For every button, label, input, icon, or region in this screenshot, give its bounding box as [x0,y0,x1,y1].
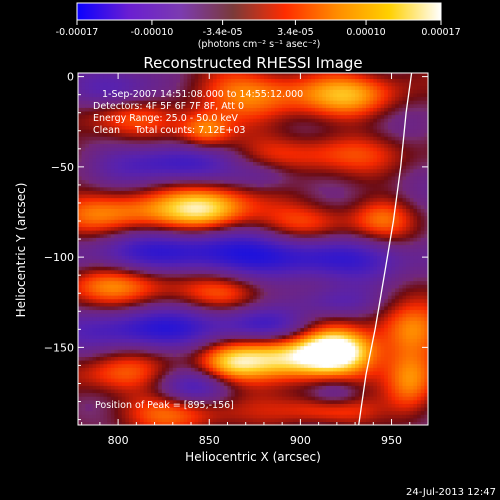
colorbar-tick-label: -0.00017 [56,27,99,38]
energy-range-label: Energy Range: 25.0 - 50.0 keV [93,113,238,124]
x-tick-label: 950 [381,434,402,447]
x-tick-label: 900 [290,434,311,447]
axis-ticks: 800 850 900 950 0 −50 −100 −150 [44,71,428,447]
colorbar-tick-label: 3.4e-05 [277,27,313,38]
y-tick-label: −50 [51,161,74,174]
x-tick-label: 800 [108,434,129,447]
plot-frame [77,72,429,426]
peak-position-label: Position of Peak = [895,-156] [95,400,234,411]
clean-counts-label: Clean Total counts: 7.12E+03 [93,125,245,136]
y-axis-label: Heliocentric Y (arcsec) [14,183,28,318]
chart-title: Reconstructed RHESSI Image [143,54,362,72]
generation-timestamp: 24-Jul-2013 12:47 [406,487,496,498]
observation-info: 1-Sep-2007 14:51:08.000 to 14:55:12.000 … [93,89,303,411]
colorbar-ticks: -0.00017 -0.00010 -3.4e-05 3.4e-05 0.00010 0.… [56,20,461,38]
colorbar-tick-label: 0.00017 [421,27,460,38]
y-tick-label: −150 [44,341,74,354]
colorbar: -0.00017 -0.00010 -3.4e-05 3.4e-05 0.00010 0.… [56,2,461,50]
x-tick-label: 850 [199,434,220,447]
y-tick-label: 0 [67,71,74,84]
colorbar-unit-label: (photons cm⁻² s⁻¹ asec⁻²) [198,39,321,50]
colorbar-tick-label: 0.00010 [346,27,385,38]
colorbar-tick-label: -3.4e-05 [203,27,243,38]
x-axis-label: Heliocentric X (arcsec) [185,450,321,464]
heatmap-image [78,73,428,425]
detectors-label: Detectors: 4F 5F 6F 7F 8F, Att 0 [93,101,244,112]
solar-limb-line [358,73,413,425]
time-range-label: 1-Sep-2007 14:51:08.000 to 14:55:12.000 [102,89,303,100]
plot-area: 800 850 900 950 0 −50 −100 −150 [44,71,429,447]
colorbar-tick-label: -0.00010 [131,27,174,38]
colorbar-gradient [76,2,442,21]
y-tick-label: −100 [44,251,74,264]
